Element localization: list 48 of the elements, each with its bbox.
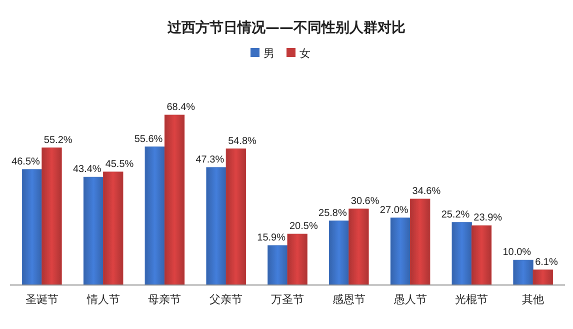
x-tick-label: 感恩节 [332,293,366,306]
data-label: 47.3% [196,154,224,166]
data-label: 20.5% [290,221,318,232]
data-label: 68.4% [166,102,196,113]
x-tick-label: 情人节 [86,293,120,306]
chart-title: 过西方节日情况——不同性别人群对比 [166,19,406,36]
bar [164,114,185,286]
data-label: 55.6% [134,134,163,145]
data-label: 46.5% [12,156,40,168]
data-label: 30.6% [350,196,380,207]
x-tick-label: 愚人节 [392,293,427,306]
data-label: 55.2% [44,134,72,146]
bar [268,245,288,286]
data-label: 23.9% [474,212,502,224]
bar [144,146,165,286]
legend-label: 女 [300,47,310,60]
bar [348,208,369,286]
x-tick-label: 母亲节 [148,293,182,306]
data-label: 27.0% [380,204,408,216]
bar [22,169,42,286]
bar [287,234,308,286]
data-label: 34.6% [412,186,441,198]
data-label: 43.4% [72,164,102,176]
x-tick-label: 圣诞节 [25,293,58,306]
data-label: 15.9% [257,232,286,244]
bar [226,148,246,286]
bar [390,218,411,286]
x-tick-label: 其他 [522,293,544,306]
bar [42,148,62,286]
data-label: 6.1% [535,256,558,268]
bar [532,270,553,286]
bar [410,198,430,286]
bar [103,172,124,286]
data-label: 45.5% [105,158,134,170]
data-label: 25.8% [318,208,347,219]
x-tick-label: 父亲节 [210,293,243,306]
data-label: 54.8% [228,136,257,147]
bar [329,220,350,286]
data-label: 10.0% [502,247,532,258]
x-tick-label: 万圣节 [271,293,304,306]
bar [452,222,472,286]
bar [513,260,534,286]
legend-label: 男 [264,47,274,60]
bar [206,167,226,286]
data-label: 25.2% [441,209,470,220]
bar [471,225,492,286]
x-tick-label: 光棍节 [455,293,488,306]
bar [83,176,104,286]
